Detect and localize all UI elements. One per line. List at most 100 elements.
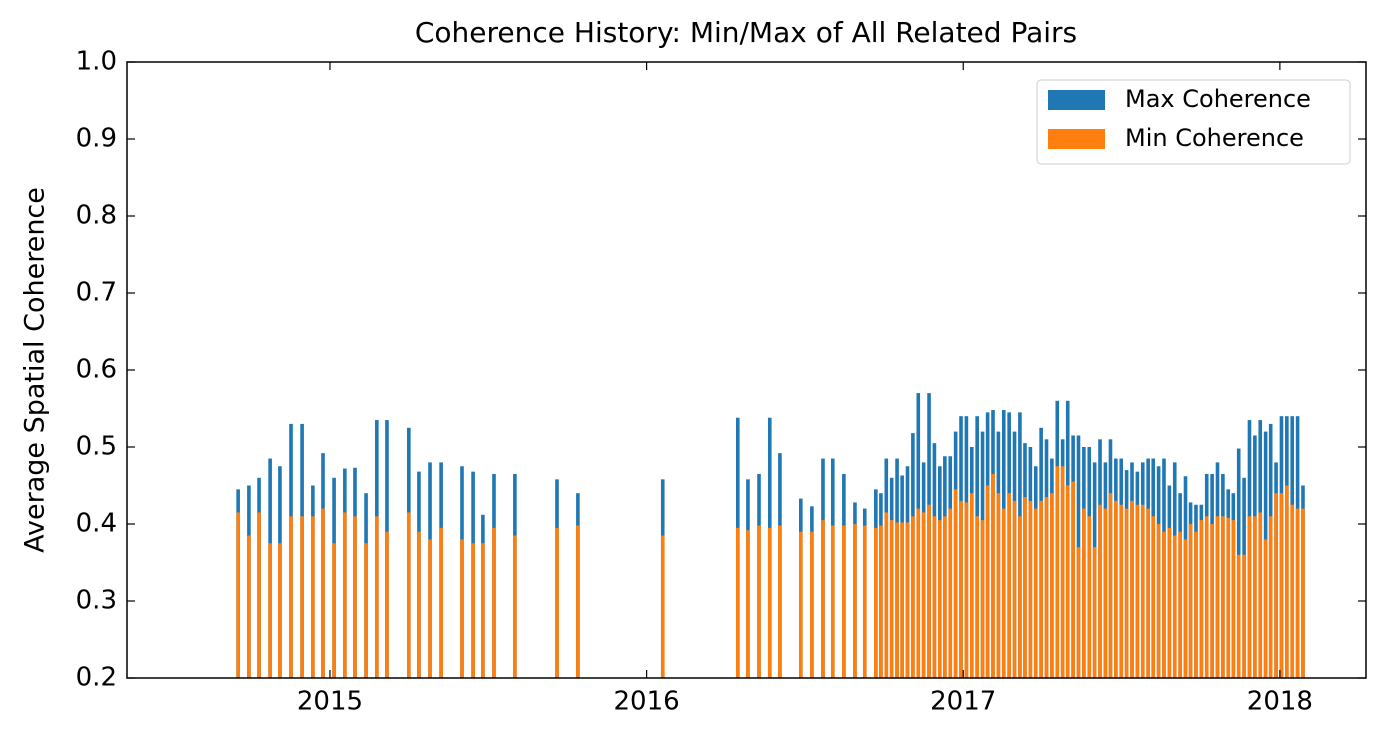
bar	[1065, 485, 1070, 678]
bar	[439, 527, 443, 678]
bar	[385, 531, 389, 678]
bar	[1188, 524, 1193, 678]
bar	[1290, 504, 1295, 678]
bar	[980, 520, 985, 678]
bar	[1140, 504, 1145, 678]
bar	[932, 516, 937, 678]
legend-box	[1036, 79, 1351, 165]
bar	[555, 527, 559, 678]
bar	[1012, 500, 1017, 678]
bar	[332, 543, 336, 678]
y-tick-label: 0.2	[76, 663, 117, 693]
x-tick-label: 2018	[1247, 687, 1313, 717]
bar	[492, 527, 496, 678]
bar	[268, 543, 272, 678]
bar	[1060, 466, 1065, 678]
x-tick-label: 2016	[614, 687, 680, 717]
bar	[1162, 531, 1166, 678]
bar	[1033, 508, 1038, 678]
bar	[576, 525, 580, 678]
bar	[1001, 508, 1006, 678]
bar	[991, 473, 995, 678]
bar	[1050, 493, 1054, 678]
bar	[735, 527, 740, 678]
bar	[1204, 516, 1209, 678]
bar	[1156, 524, 1161, 678]
bar	[1215, 516, 1220, 678]
bar	[1247, 516, 1252, 678]
bar	[916, 508, 921, 678]
bar	[799, 531, 803, 678]
bar	[1087, 516, 1092, 678]
bar	[1007, 493, 1011, 678]
bar	[460, 539, 464, 678]
bar	[959, 500, 963, 678]
y-tick-label: 1.0	[76, 47, 117, 77]
bar	[964, 502, 969, 678]
bar	[853, 524, 857, 678]
bar	[353, 516, 357, 678]
bar	[1092, 547, 1097, 678]
bar	[1044, 497, 1049, 678]
bar	[927, 504, 931, 678]
bar	[996, 493, 1001, 678]
bar	[1279, 493, 1284, 678]
bar	[862, 525, 867, 678]
bar	[1210, 524, 1214, 678]
bar	[1103, 508, 1108, 678]
bar	[311, 516, 315, 678]
bar	[1285, 485, 1289, 678]
bar	[471, 543, 475, 678]
bar	[321, 508, 325, 678]
bar	[889, 520, 894, 678]
bar	[1274, 493, 1278, 678]
bar	[1146, 508, 1150, 678]
legend-label: Max Coherence	[1125, 85, 1311, 113]
bar	[481, 543, 485, 678]
bar	[1023, 497, 1027, 678]
bar	[746, 530, 750, 678]
bar	[278, 543, 282, 678]
bar	[513, 535, 517, 678]
bar	[1242, 554, 1246, 678]
bar	[1055, 466, 1060, 678]
bar	[1151, 516, 1156, 678]
bar	[257, 512, 261, 678]
bar	[1172, 535, 1177, 678]
bar	[1268, 516, 1273, 678]
bar	[1039, 500, 1043, 678]
bar	[1263, 539, 1268, 678]
bar	[938, 520, 942, 678]
bar	[1295, 508, 1300, 678]
y-tick-label: 0.6	[76, 355, 117, 385]
bar	[879, 525, 883, 678]
y-tick-label: 0.3	[76, 586, 117, 616]
bar	[1098, 504, 1102, 678]
legend-swatch	[1048, 90, 1105, 110]
bar	[842, 525, 846, 678]
x-tick-label: 2017	[930, 687, 996, 717]
bar	[1135, 504, 1140, 678]
bar	[975, 516, 979, 678]
bar	[1178, 531, 1182, 678]
y-tick-label: 0.4	[76, 509, 117, 539]
bar	[1301, 508, 1305, 678]
bar	[1236, 554, 1241, 678]
bar	[943, 516, 947, 678]
bar	[921, 512, 926, 678]
y-axis-label: Average Spatial Coherence	[20, 187, 51, 553]
bar	[1108, 493, 1113, 678]
bar	[343, 512, 347, 678]
bar	[911, 516, 915, 678]
bar	[1130, 500, 1134, 678]
bar	[364, 543, 368, 678]
bar	[1253, 516, 1257, 678]
bar	[417, 531, 421, 678]
bar	[1167, 527, 1172, 678]
bar	[900, 522, 904, 678]
bar	[660, 535, 665, 678]
bar	[300, 516, 304, 678]
bar	[953, 489, 958, 678]
bar	[1226, 517, 1231, 678]
bar	[767, 527, 772, 678]
